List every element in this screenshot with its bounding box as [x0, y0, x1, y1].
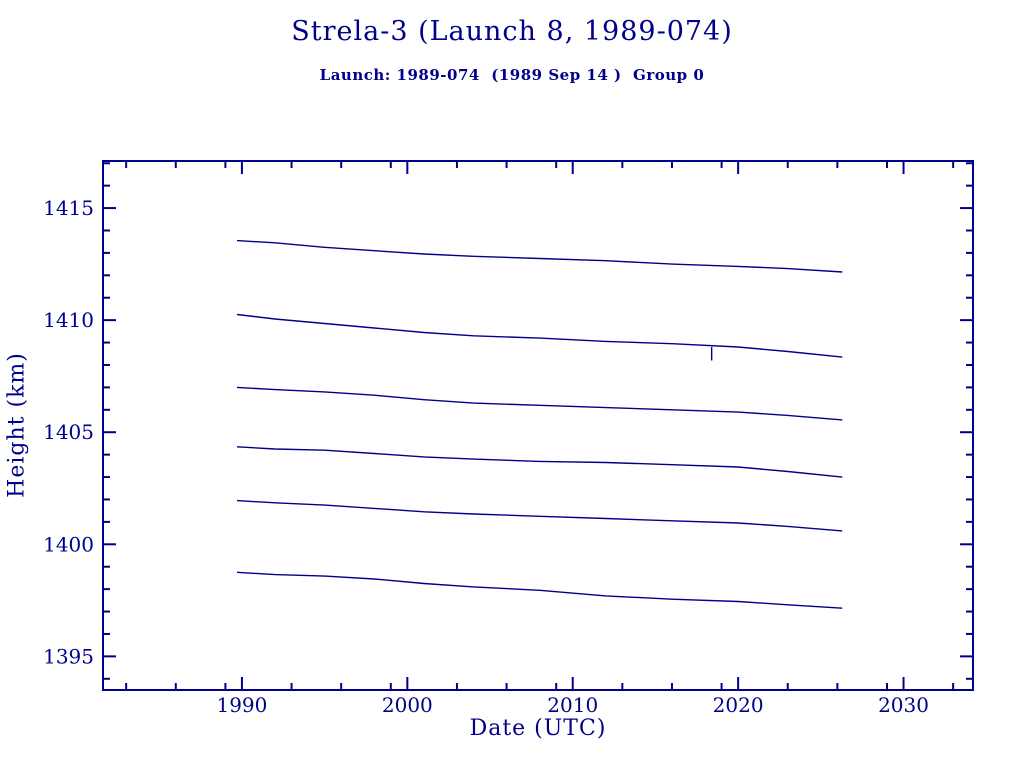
- x-tick-label: 1990: [216, 693, 267, 717]
- y-tick-label: 1400: [43, 532, 94, 556]
- height-line-object-5: [236, 499, 843, 532]
- height-line-object-3: [236, 386, 843, 421]
- height-line-object-2: [236, 313, 843, 358]
- y-tick-label: 1395: [43, 644, 94, 668]
- x-tick-label: 2030: [878, 693, 929, 717]
- x-tick-label: 2000: [382, 693, 433, 717]
- chart-title: Strela-3 (Launch 8, 1989-074): [291, 16, 733, 47]
- y-tick-label: 1415: [43, 196, 94, 220]
- x-tick-label: 2020: [713, 693, 764, 717]
- height-line-object-1: [236, 239, 843, 273]
- y-tick-label: 1405: [43, 420, 94, 444]
- chart-subtitle: Launch: 1989-074 (1989 Sep 14 ) Group 0: [319, 66, 705, 84]
- height-line-object-4: [236, 446, 843, 478]
- plot-frame: [102, 160, 974, 691]
- height-line-object-6: [236, 571, 843, 609]
- x-tick-label: 2010: [547, 693, 598, 717]
- y-tick-label: 1410: [43, 308, 94, 332]
- x-axis-title: Date (UTC): [469, 716, 607, 741]
